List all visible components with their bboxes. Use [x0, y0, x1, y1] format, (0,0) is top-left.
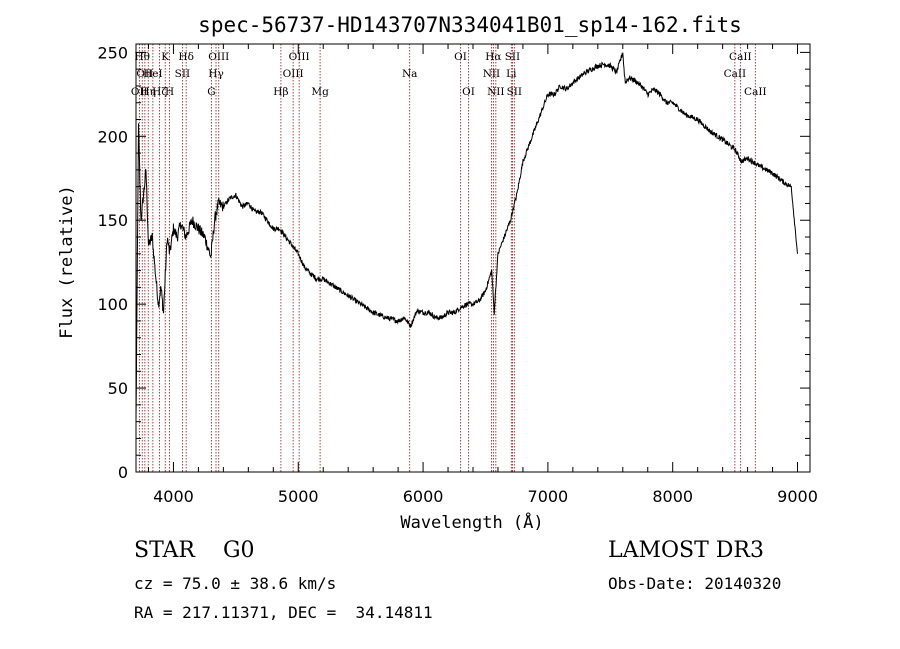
emission-line-label: OI [462, 86, 475, 98]
emission-lines [138, 44, 756, 472]
emission-line-label: H [165, 86, 174, 98]
x-tick-label: 6000 [403, 487, 444, 506]
emission-line-label: Hδ [178, 51, 193, 63]
emission-line-label: CaII [744, 86, 767, 98]
y-axis: 0 50 100 150 200 250 [97, 43, 810, 482]
emission-line-label: NII [483, 68, 500, 80]
emission-line-label: SII [505, 51, 521, 63]
x-tick-label: 8000 [652, 487, 693, 506]
classification-label: STAR G0 [134, 538, 255, 563]
redshift-label: cz = 75.0 ± 38.6 km/s [134, 574, 337, 593]
emission-line-label: Hγ [208, 68, 223, 80]
emission-line-label: Na [402, 68, 417, 80]
y-tick-label: 50 [108, 379, 128, 398]
plot-frame [135, 43, 811, 473]
emission-line-label: OIII [208, 51, 229, 63]
emission-line-label: Mg [311, 86, 329, 98]
y-axis-label: Flux (relative) [57, 185, 77, 339]
emission-line-label: Li [506, 68, 517, 80]
y-tick-label: 100 [97, 295, 128, 314]
y-tick-label: 150 [97, 211, 128, 230]
coordinates-label: RA = 217.11371, DEC = 34.14811 [134, 603, 433, 622]
spectrum-line [135, 52, 798, 420]
y-tick-label: 200 [97, 127, 128, 146]
chart-title: spec-56737-HD143707N334041B01_sp14-162.f… [198, 13, 742, 37]
emission-line-label: Hθ [134, 51, 149, 63]
survey-label: LAMOST DR3 [608, 538, 764, 563]
x-tick-label: 4000 [153, 487, 194, 506]
emission-line-label: CaII [729, 51, 752, 63]
emission-line-label: SII [507, 86, 523, 98]
emission-line-label: G [207, 86, 215, 98]
emission-line-label: SII [175, 68, 191, 80]
spectrum-series [135, 52, 798, 420]
y-tick-label: 250 [97, 43, 128, 62]
emission-line-label: K [161, 51, 169, 63]
emission-line-label: Hβ [273, 86, 288, 98]
x-axis: 4000 5000 6000 7000 8000 9000 [147, 44, 818, 506]
emission-line-label: Hα [485, 51, 501, 63]
x-tick-label: 9000 [777, 487, 818, 506]
x-tick-label: 5000 [278, 487, 319, 506]
emission-line-label: HeI [143, 68, 163, 80]
y-tick-label: 0 [118, 463, 128, 482]
emission-line-label: OIII [289, 51, 310, 63]
x-axis-label: Wavelength (Å) [400, 511, 543, 533]
emission-line-label: Hη [141, 86, 156, 98]
emission-line-label: OII [136, 68, 153, 80]
obs-date-label: Obs-Date: 20140320 [608, 574, 782, 593]
x-tick-label: 7000 [528, 487, 569, 506]
emission-line-label: NII [487, 86, 504, 98]
emission-line-label: CaII [724, 68, 747, 80]
emission-line-label: Hζ [152, 86, 167, 98]
emission-line-label: OI [454, 51, 467, 63]
emission-line-label: OII [131, 86, 148, 98]
emission-line-labels: OIIHθOIIHηHeIHζKHSIIHδGHγOIIIHβOIIIOIIIM… [131, 51, 767, 98]
emission-line-label: OIII [283, 68, 304, 80]
